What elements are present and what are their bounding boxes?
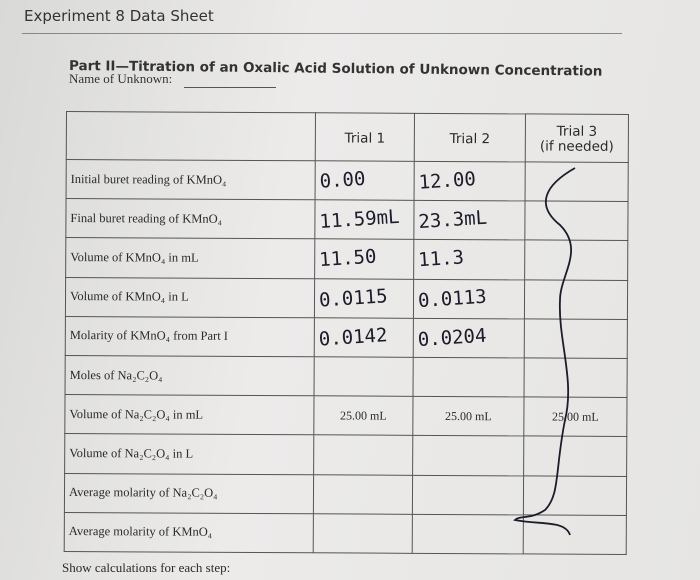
name-label: Name of Unknown:: [69, 71, 173, 86]
row-label: Volume of Na₂C₂O₄ in mL: [64, 394, 315, 436]
cell: [524, 357, 628, 398]
cell: 0.0115: [314, 278, 414, 319]
row-label: Initial buret reading of KMnO₄: [66, 159, 316, 200]
cell: 25.00 mL: [523, 397, 628, 437]
cell: [524, 240, 628, 281]
cell: 0.0204: [413, 318, 525, 358]
row-label: Final buret reading of KMnO₄: [65, 198, 316, 240]
column-header: Trial 2: [414, 113, 526, 162]
cell: 12.00: [414, 161, 526, 202]
handwritten-value: 0.0113: [417, 285, 488, 312]
sheet-title: Experiment 8 Data Sheet: [24, 7, 214, 25]
table-row: Initial buret reading of KMnO₄ 0.00 12.00: [66, 159, 629, 202]
cell: 11.50: [314, 239, 414, 279]
handwritten-value: 0.00: [318, 167, 367, 193]
cell: [524, 318, 628, 359]
printed-value: 25.00 mL: [552, 409, 599, 424]
table-row: Volume of KMnO₄ in mL 11.50 11.3: [65, 237, 628, 281]
cell: [525, 161, 629, 202]
cell: [412, 435, 524, 476]
row-label: Moles of Na₂C₂O₄: [65, 355, 315, 396]
row-label: Volume of Na₂C₂O₄ in L: [64, 433, 314, 475]
cell: 11.59mL: [314, 199, 415, 240]
handwritten-value: 11.3: [417, 246, 465, 272]
row-label: Volume of KMnO₄ in mL: [65, 237, 315, 279]
cell: [523, 514, 627, 555]
handwritten-value: 23.3mL: [417, 206, 488, 234]
cell: 0.00: [315, 160, 415, 201]
handwritten-value: 11.59mL: [318, 206, 401, 234]
table-row: Moles of Na₂C₂O₄: [65, 355, 628, 398]
header-row: Trial 1 Trial 2 Trial 3 (if needed): [66, 111, 629, 163]
cell: [313, 513, 413, 554]
handwritten-value: 11.50: [318, 245, 378, 272]
cell: [523, 475, 627, 516]
footer-text: Show calculations for each step:: [62, 560, 231, 575]
cell: 0.0142: [314, 317, 414, 358]
data-table: Trial 1 Trial 2 Trial 3 (if needed) Initial…: [64, 111, 629, 555]
row-label: Average molarity of Na₂C₂O₄: [64, 472, 314, 514]
cell: 0.0113: [413, 278, 525, 319]
cell: [412, 514, 524, 554]
cell: 25.00 mL: [313, 395, 414, 436]
handwritten-value: 0.0115: [318, 284, 389, 312]
cell: [413, 357, 525, 398]
table-row: Volume of Na₂C₂O₄ in mL 25.00 mL 25.00 mL 2…: [64, 394, 628, 437]
cell: [412, 474, 524, 515]
cell: [524, 279, 628, 320]
table-row: Molarity of KMnO₄ from Part I 0.0142 0.020…: [65, 316, 628, 359]
printed-value: 25.00 mL: [340, 408, 387, 423]
name-line: [184, 87, 276, 88]
table-row: Average molarity of KMnO₄: [64, 512, 627, 555]
column-header: [66, 111, 316, 161]
table-row: Volume of KMnO₄ in L 0.0115 0.0113: [65, 277, 628, 320]
title-rule: [22, 33, 622, 34]
cell: [523, 436, 627, 476]
handwritten-value: 0.0142: [318, 324, 389, 351]
table-row: Volume of Na₂C₂O₄ in L: [64, 433, 627, 476]
column-header: Trial 1: [315, 112, 415, 162]
column-header: Trial 3 (if needed): [525, 113, 629, 163]
row-label: Molarity of KMnO₄ from Part I: [65, 316, 315, 357]
table-row: Final buret reading of KMnO₄ 11.59mL 23.3m…: [65, 198, 629, 241]
handwritten-value: 0.0204: [417, 324, 488, 351]
row-label: Average molarity of KMnO₄: [64, 512, 314, 553]
cell: [524, 201, 629, 241]
cell: 25.00 mL: [412, 396, 525, 437]
cell: [313, 474, 413, 515]
cell: 11.3: [413, 239, 525, 280]
table-row: Average molarity of Na₂C₂O₄: [64, 472, 627, 516]
cell: 23.3mL: [413, 200, 526, 241]
cell: [314, 356, 414, 397]
printed-value: 25.00 mL: [445, 408, 492, 423]
handwritten-value: 12.00: [417, 168, 477, 194]
row-label: Volume of KMnO₄ in L: [65, 277, 315, 318]
cell: [313, 435, 413, 475]
